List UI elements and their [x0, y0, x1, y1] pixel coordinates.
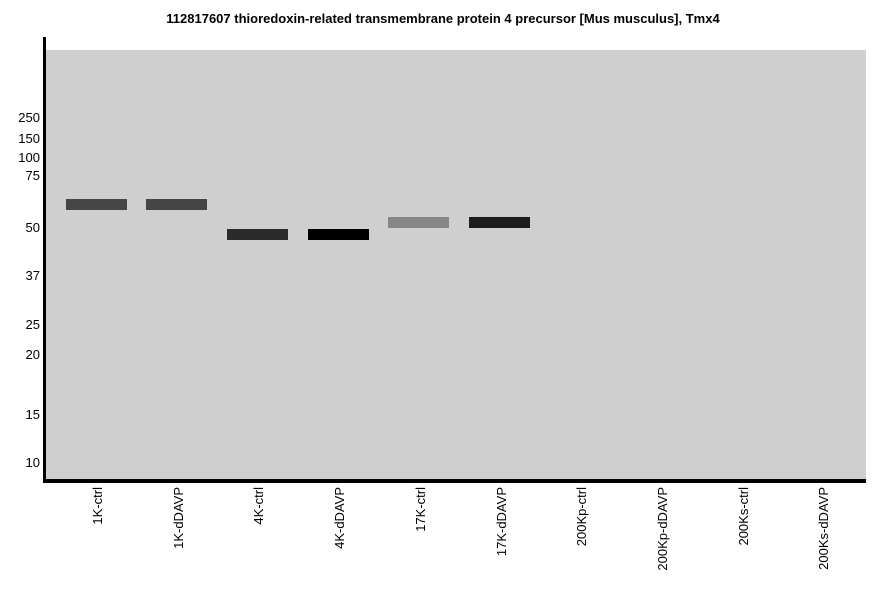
x-lane-label: 200Kp-ctrl [574, 487, 589, 547]
y-tick-label: 20 [25, 347, 40, 362]
y-tick-label: 15 [25, 407, 40, 422]
y-tick-label: 37 [25, 268, 40, 283]
y-tick-label: 250 [18, 110, 40, 125]
x-lane-label: 17K-dDAVP [494, 487, 509, 557]
gel-plot-area [46, 50, 866, 479]
x-lane-label: 200Kp-dDAVP [655, 487, 670, 571]
y-axis-line [43, 37, 46, 483]
protein-band [469, 217, 530, 228]
protein-band [308, 229, 369, 240]
x-lane-label: 4K-ctrl [251, 487, 266, 525]
protein-band [66, 199, 127, 210]
protein-band [388, 217, 449, 228]
x-lane-label: 4K-dDAVP [332, 487, 347, 549]
y-tick-label: 10 [25, 455, 40, 470]
x-lane-label: 200Ks-dDAVP [816, 487, 831, 570]
y-tick-label: 150 [18, 131, 40, 146]
x-lane-label: 17K-ctrl [413, 487, 428, 532]
x-lane-label: 1K-ctrl [90, 487, 105, 525]
chart-title: 112817607 thioredoxin-related transmembr… [166, 11, 720, 26]
y-tick-label: 50 [25, 220, 40, 235]
y-tick-label: 25 [25, 317, 40, 332]
x-axis-line [43, 479, 866, 483]
protein-band [227, 229, 288, 240]
y-tick-label: 75 [25, 168, 40, 183]
x-lane-label: 200Ks-ctrl [736, 487, 751, 546]
y-tick-label: 100 [18, 150, 40, 165]
protein-band [146, 199, 207, 210]
x-lane-label: 1K-dDAVP [171, 487, 186, 549]
